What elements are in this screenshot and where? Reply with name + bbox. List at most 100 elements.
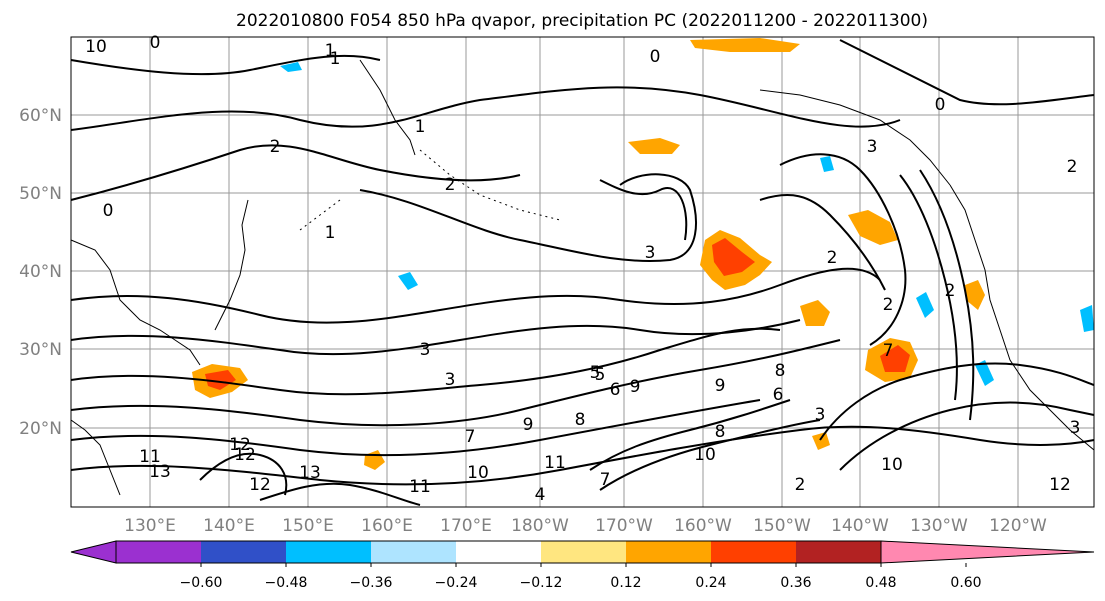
colorbar-swatch [626, 541, 711, 563]
longitude-label: 160°E [361, 516, 413, 536]
contour-label: 10 [694, 445, 716, 465]
contour-label: 6 [773, 385, 784, 405]
contour-label: 7 [465, 427, 476, 447]
contour-label: 7 [600, 470, 611, 490]
colorbar-tick-label: 0.12 [610, 575, 641, 591]
contour-label: 1 [415, 117, 426, 137]
latitude-label: 40°N [19, 262, 62, 282]
colorbar-tick-label: −0.60 [180, 575, 223, 591]
colorbar-swatch [711, 541, 796, 563]
contour-label: 10 [467, 463, 489, 483]
coastline-alaska [759, 89, 951, 186]
longitude-label: 140°W [831, 516, 889, 536]
contour-label: 2 [445, 175, 456, 195]
contour-label: 10 [85, 37, 107, 57]
colorbar-swatch [541, 541, 626, 563]
longitude-label: 160°W [674, 516, 732, 536]
contour-label: 9 [715, 376, 726, 396]
contour-label: 2 [883, 295, 894, 315]
contour-label: 11 [139, 447, 161, 467]
latitude-label: 20°N [19, 419, 62, 439]
contour-label: 3 [867, 137, 878, 157]
contour-label: 5 [595, 365, 606, 385]
contour-line [199, 452, 288, 496]
longitude-label: 120°W [989, 516, 1047, 536]
contour-label: 6 [610, 380, 621, 400]
qvapor-contours [70, 39, 1095, 506]
contour-line [70, 54, 381, 76]
longitude-label: 130°E [124, 516, 176, 536]
precip-blob-japan-core [205, 370, 236, 390]
contour-label: 3 [645, 243, 656, 263]
colorbar-tick-label: −0.48 [265, 575, 308, 591]
contour-line [599, 179, 688, 241]
precip-blob-gulf-alaska-core [712, 238, 755, 276]
precip-neg-blob-3 [975, 360, 994, 386]
contour-label: 12 [1049, 475, 1071, 495]
latitude-label: 50°N [19, 184, 62, 204]
contour-line [779, 153, 907, 346]
contour-label: 0 [650, 47, 661, 67]
precipitation-shading [192, 38, 1094, 470]
contour-label: 12 [229, 435, 251, 455]
contour-label: 9 [630, 377, 641, 397]
colorbar-swatch [371, 541, 456, 563]
coastline-kamchatka [359, 59, 416, 156]
colorbar-tick-label: 0.36 [780, 575, 811, 591]
map-title: 2022010800 F054 850 hPa qvapor, precipit… [236, 11, 928, 31]
colorbar-outline [115, 540, 882, 564]
contour-label: 3 [815, 405, 826, 425]
colorbar-extend-low [70, 540, 117, 564]
contour-label: 2 [795, 475, 806, 495]
latitude-labels: 60°N 50°N 40°N 30°N 20°N [19, 106, 62, 439]
coastline-asia [70, 239, 201, 496]
contour-label: 7 [883, 341, 894, 361]
contour-label: 2 [270, 137, 281, 157]
contour-label: 13 [149, 462, 171, 482]
precip-blob-west-coast [965, 280, 985, 310]
colorbar-swatch [201, 541, 286, 563]
contour-label: 1 [325, 223, 336, 243]
contour-line [70, 267, 881, 324]
contour-label: 0 [103, 201, 114, 221]
contour-label: 0 [935, 95, 946, 115]
precip-blob-aleutian-north [690, 38, 800, 52]
precip-blob-mid-north [628, 138, 680, 154]
longitude-label: 150°W [753, 516, 811, 536]
precip-blob-northeast-pacific-core [880, 345, 910, 372]
coastline-japan [214, 199, 249, 331]
colorbar-tick-label: −0.24 [435, 575, 478, 591]
longitude-label: 180°W [511, 516, 569, 536]
contour-label: 13 [299, 463, 321, 483]
aleutian-islands [299, 149, 561, 231]
contour-line [839, 401, 1095, 471]
longitude-label: 140°E [203, 516, 255, 536]
graticule [71, 37, 1094, 507]
contour-line [819, 362, 1095, 441]
contour-label: 12 [249, 475, 271, 495]
precip-blob-central-south [812, 432, 830, 450]
contour-line [70, 86, 901, 131]
contour-label: 3 [445, 370, 456, 390]
colorbar-tick-label: 0.48 [865, 575, 896, 591]
contour-line [599, 419, 821, 491]
contour-line [70, 327, 781, 396]
precip-neg-blob-1 [398, 272, 418, 290]
colorbar: −0.60 −0.48 −0.36 −0.24 −0.12 0.12 0.24 0.36 0.4… [70, 540, 1095, 591]
colorbar-tick-label: −0.12 [520, 575, 563, 591]
longitude-labels: 130°E 140°E 150°E 160°E 170°E 180°W 170°W 160°W… [124, 516, 1047, 536]
map-frame [70, 36, 1095, 508]
contour-line [899, 174, 958, 401]
longitude-label: 170°E [440, 516, 492, 536]
contour-label: 2 [945, 281, 956, 301]
precip-neg-blob-5 [820, 156, 834, 172]
coastlines [70, 59, 1095, 496]
contour-label: 10 [881, 455, 903, 475]
longitude-label: 130°W [910, 516, 968, 536]
precip-neg-blob-4 [280, 62, 302, 72]
contour-label: 1 [325, 41, 336, 61]
colorbar-swatch [116, 541, 201, 563]
colorbar-swatch [796, 541, 881, 563]
